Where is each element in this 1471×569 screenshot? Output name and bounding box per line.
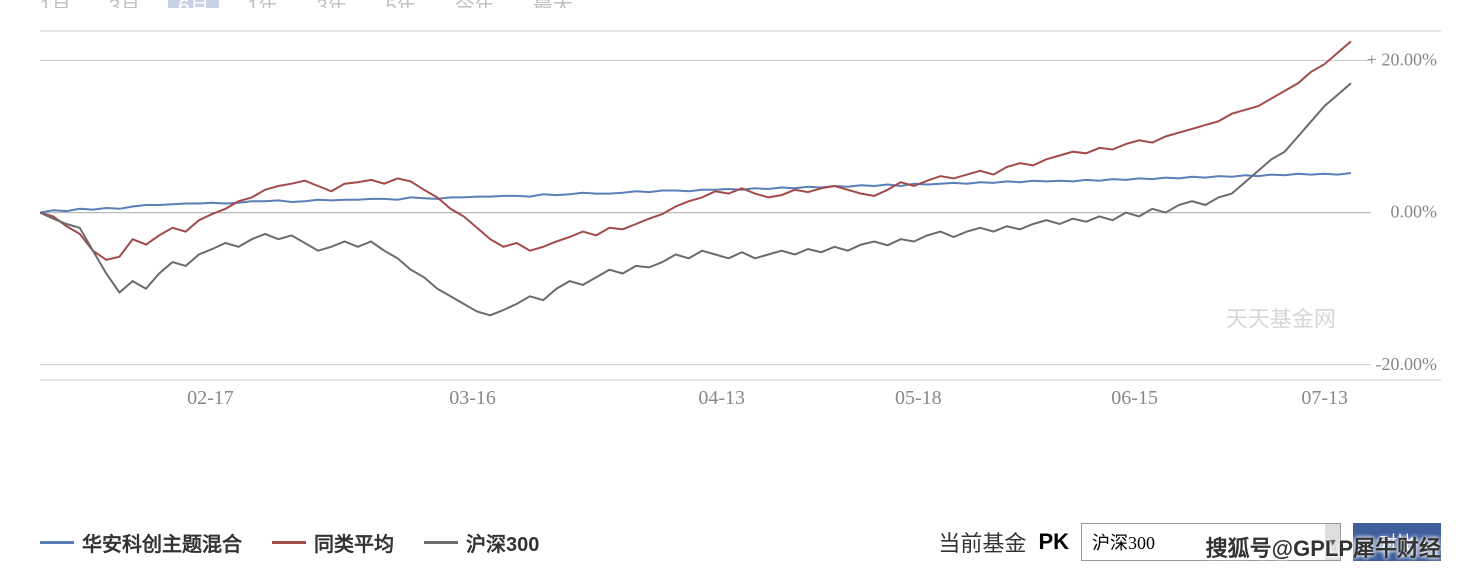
pk-select[interactable]: ▾ [1081, 523, 1341, 561]
tab-1m[interactable]: 1月 [30, 0, 81, 8]
tab-3y[interactable]: 3年 [307, 0, 358, 8]
compare-button[interactable]: 对比 [1353, 523, 1441, 561]
dropdown-icon[interactable]: ▾ [1325, 524, 1340, 560]
tab-3m[interactable]: 3月 [99, 0, 150, 8]
pk-text: PK [1038, 529, 1069, 555]
svg-text:天天基金网: 天天基金网 [1226, 307, 1336, 332]
tab-6m[interactable]: 6月 [168, 0, 219, 8]
svg-text:+ 20.00%: + 20.00% [1367, 49, 1437, 69]
tab-ytd[interactable]: 今年 [445, 0, 505, 8]
svg-text:04-13: 04-13 [698, 387, 745, 409]
svg-text:0.00%: 0.00% [1390, 202, 1437, 222]
legend-swatch [272, 541, 306, 544]
legend-item-category[interactable]: 同类平均 [272, 528, 394, 557]
time-range-tabs: 1月 3月 6月 1年 3年 5年 今年 最大 [0, 0, 1471, 8]
pk-select-input[interactable] [1082, 524, 1325, 560]
legend-item-csi300[interactable]: 沪深300 [424, 528, 539, 557]
legend-label: 同类平均 [314, 528, 394, 557]
pk-compare-block: 当前基金 PK ▾ 对比 [938, 523, 1441, 561]
svg-text:03-16: 03-16 [449, 387, 496, 409]
pk-label: 当前基金 [938, 526, 1026, 558]
legend-swatch [424, 541, 458, 544]
svg-text:-20.00%: -20.00% [1375, 354, 1437, 374]
tab-max[interactable]: 最大 [523, 0, 583, 8]
svg-text:05-18: 05-18 [895, 387, 942, 409]
svg-text:07-13: 07-13 [1301, 387, 1348, 409]
performance-chart: + 20.00% 0.00% -20.00% 天天基金网 02-17 03-16 04-13… [40, 30, 1441, 410]
svg-text:02-17: 02-17 [187, 387, 234, 409]
svg-text:06-15: 06-15 [1111, 387, 1158, 409]
tab-5y[interactable]: 5年 [376, 0, 427, 8]
legend-label: 华安科创主题混合 [82, 528, 242, 557]
legend-row: 华安科创主题混合 同类平均 沪深300 当前基金 PK ▾ 对比 [40, 523, 1441, 561]
legend-item-fund[interactable]: 华安科创主题混合 [40, 528, 242, 557]
legend-swatch [40, 541, 74, 544]
tab-1y[interactable]: 1年 [237, 0, 288, 8]
legend-label: 沪深300 [466, 528, 539, 557]
